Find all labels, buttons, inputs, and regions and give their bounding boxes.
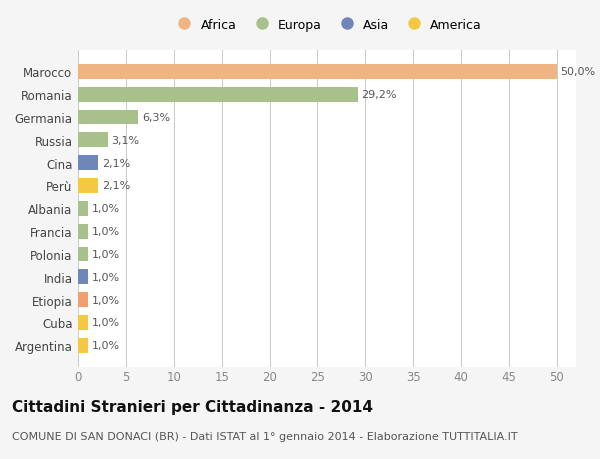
Text: Cittadini Stranieri per Cittadinanza - 2014: Cittadini Stranieri per Cittadinanza - 2…	[12, 399, 373, 414]
Bar	[78, 133, 107, 148]
Text: 1,0%: 1,0%	[91, 341, 119, 350]
Text: 1,0%: 1,0%	[91, 204, 119, 214]
Text: 2,1%: 2,1%	[102, 181, 130, 191]
Text: COMUNE DI SAN DONACI (BR) - Dati ISTAT al 1° gennaio 2014 - Elaborazione TUTTITA: COMUNE DI SAN DONACI (BR) - Dati ISTAT a…	[12, 431, 518, 442]
Bar	[78, 111, 139, 125]
Text: 1,0%: 1,0%	[91, 272, 119, 282]
Text: 2,1%: 2,1%	[102, 158, 130, 168]
Bar	[78, 247, 88, 262]
Text: 1,0%: 1,0%	[91, 249, 119, 259]
Bar	[78, 292, 88, 307]
Text: 50,0%: 50,0%	[560, 67, 596, 77]
Text: 1,0%: 1,0%	[91, 318, 119, 328]
Text: 29,2%: 29,2%	[361, 90, 397, 100]
Legend: Africa, Europa, Asia, America: Africa, Europa, Asia, America	[172, 19, 482, 32]
Bar	[78, 88, 358, 102]
Text: 1,0%: 1,0%	[91, 227, 119, 236]
Bar	[78, 202, 88, 216]
Text: 6,3%: 6,3%	[142, 113, 170, 123]
Bar	[78, 315, 88, 330]
Text: 3,1%: 3,1%	[112, 135, 140, 146]
Bar	[78, 65, 557, 80]
Bar	[78, 270, 88, 285]
Bar	[78, 224, 88, 239]
Text: 1,0%: 1,0%	[91, 295, 119, 305]
Bar	[78, 338, 88, 353]
Bar	[78, 156, 98, 171]
Bar	[78, 179, 98, 194]
